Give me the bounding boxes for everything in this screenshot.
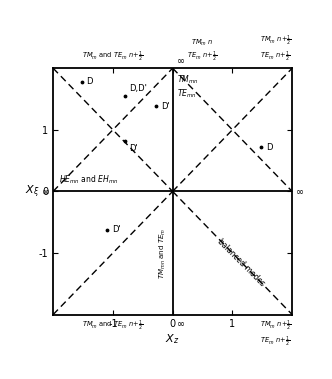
Text: D': D' xyxy=(112,225,121,234)
Text: $TM_m$ $n\!+\!\frac{1}{2}$
$TE_m$ $n\!+\!\frac{1}{2}$: $TM_m$ $n\!+\!\frac{1}{2}$ $TE_m$ $n\!+\… xyxy=(260,34,291,64)
Text: $TM_m$ and $TE_m$ $n\!+\!\frac{1}{2}$: $TM_m$ and $TE_m$ $n\!+\!\frac{1}{2}$ xyxy=(82,319,143,333)
Text: D: D xyxy=(87,77,93,86)
Text: $TM_{mn}$ and $TE_m$: $TM_{mn}$ and $TE_m$ xyxy=(158,227,168,279)
Text: D': D' xyxy=(129,144,138,153)
Text: D,D': D,D' xyxy=(129,84,147,93)
Text: $TM_m$ $n$
$TE_m$ $n\!+\!\frac{1}{2}$: $TM_m$ $n$ $TE_m$ $n\!+\!\frac{1}{2}$ xyxy=(188,38,217,64)
Text: D: D xyxy=(266,143,272,152)
Text: D': D' xyxy=(161,102,169,111)
Text: $\infty$: $\infty$ xyxy=(176,55,185,65)
Text: $\infty$: $\infty$ xyxy=(41,186,50,196)
Text: $\infty$: $\infty$ xyxy=(295,186,304,196)
Text: $TM_m$ $n\!+\!\frac{1}{2}$
$TE_m$ $n\!+\!\frac{1}{2}$: $TM_m$ $n\!+\!\frac{1}{2}$ $TE_m$ $n\!+\… xyxy=(260,319,291,349)
Text: balanced modes: balanced modes xyxy=(216,237,267,288)
Text: $X_\xi$: $X_\xi$ xyxy=(25,183,40,200)
Text: $\infty$: $\infty$ xyxy=(176,318,185,328)
Text: $TM_m$ and $TE_m$ $n\!+\!\frac{1}{2}$: $TM_m$ and $TE_m$ $n\!+\!\frac{1}{2}$ xyxy=(82,50,143,64)
Text: $HE_{mn}$ and $EH_{mn}$: $HE_{mn}$ and $EH_{mn}$ xyxy=(59,174,119,186)
Text: $TM_{mn}$
$TE_{mn}$: $TM_{mn}$ $TE_{mn}$ xyxy=(177,73,199,100)
X-axis label: $X_z$: $X_z$ xyxy=(165,332,180,346)
